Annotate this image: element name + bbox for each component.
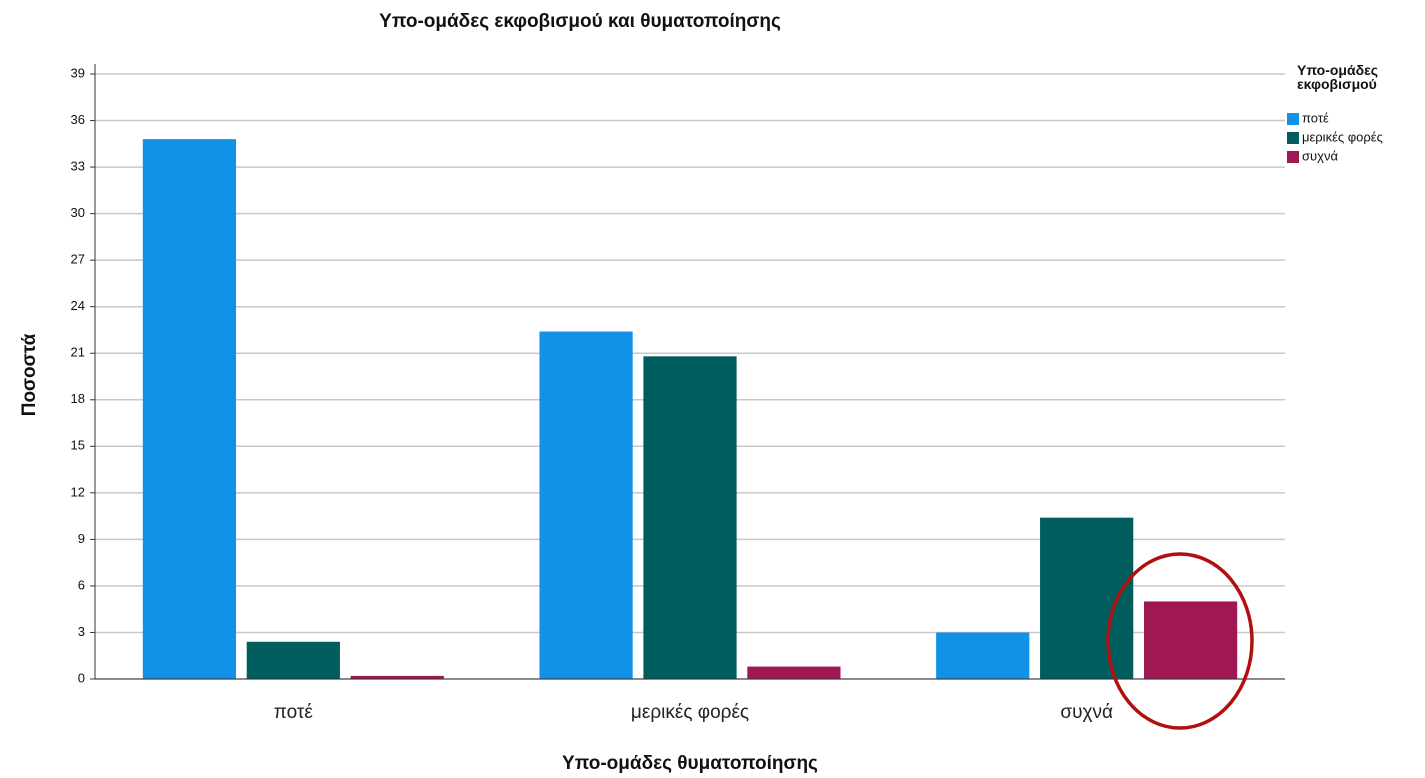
legend-title: Υπο-ομάδες εκφοβισμού	[1297, 62, 1379, 92]
legend-swatch	[1287, 113, 1299, 125]
bar	[643, 356, 737, 679]
y-tick-label: 21	[71, 345, 85, 360]
y-tick-label: 30	[71, 205, 85, 220]
bar	[246, 641, 340, 679]
legend-label: μερικές φορές	[1302, 129, 1383, 144]
legend-label: ποτέ	[1302, 110, 1329, 125]
x-tick-label: συχνά	[1060, 702, 1113, 723]
y-tick-label: 3	[78, 624, 85, 639]
y-tick-label: 12	[71, 484, 85, 499]
y-tick-label: 6	[78, 577, 85, 592]
legend-swatch	[1287, 132, 1299, 144]
y-tick-label: 9	[78, 531, 85, 546]
chart-title: Υπο-ομάδες εκφοβισμού και θυματοποίησης	[379, 11, 781, 32]
bar	[539, 331, 633, 679]
bar	[936, 632, 1030, 679]
x-tick-label: μερικές φορές	[631, 702, 749, 723]
y-tick-label: 15	[71, 438, 85, 453]
legend-swatch	[1287, 151, 1299, 163]
y-tick-label: 33	[71, 159, 85, 174]
x-axis-label: Υπο-ομάδες θυματοποίησης	[562, 753, 818, 774]
bar	[142, 139, 237, 680]
y-tick-label: 0	[78, 670, 85, 685]
bar	[747, 666, 841, 679]
bar	[1143, 601, 1238, 679]
highlight-circle	[1106, 552, 1254, 730]
y-tick-label: 36	[71, 112, 85, 127]
y-tick-label: 39	[71, 65, 85, 80]
legend-label: συχνά	[1302, 148, 1338, 163]
y-tick-label: 24	[71, 298, 85, 313]
bar	[350, 675, 444, 679]
bar	[1040, 517, 1134, 679]
y-tick-label: 27	[71, 252, 85, 267]
x-tick-label: ποτέ	[274, 702, 314, 723]
y-axis-label: Ποσοστά	[19, 333, 40, 416]
y-tick-label: 18	[71, 391, 85, 406]
